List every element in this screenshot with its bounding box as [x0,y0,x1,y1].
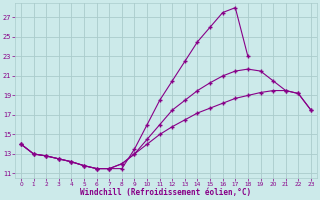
X-axis label: Windchill (Refroidissement éolien,°C): Windchill (Refroidissement éolien,°C) [80,188,252,197]
